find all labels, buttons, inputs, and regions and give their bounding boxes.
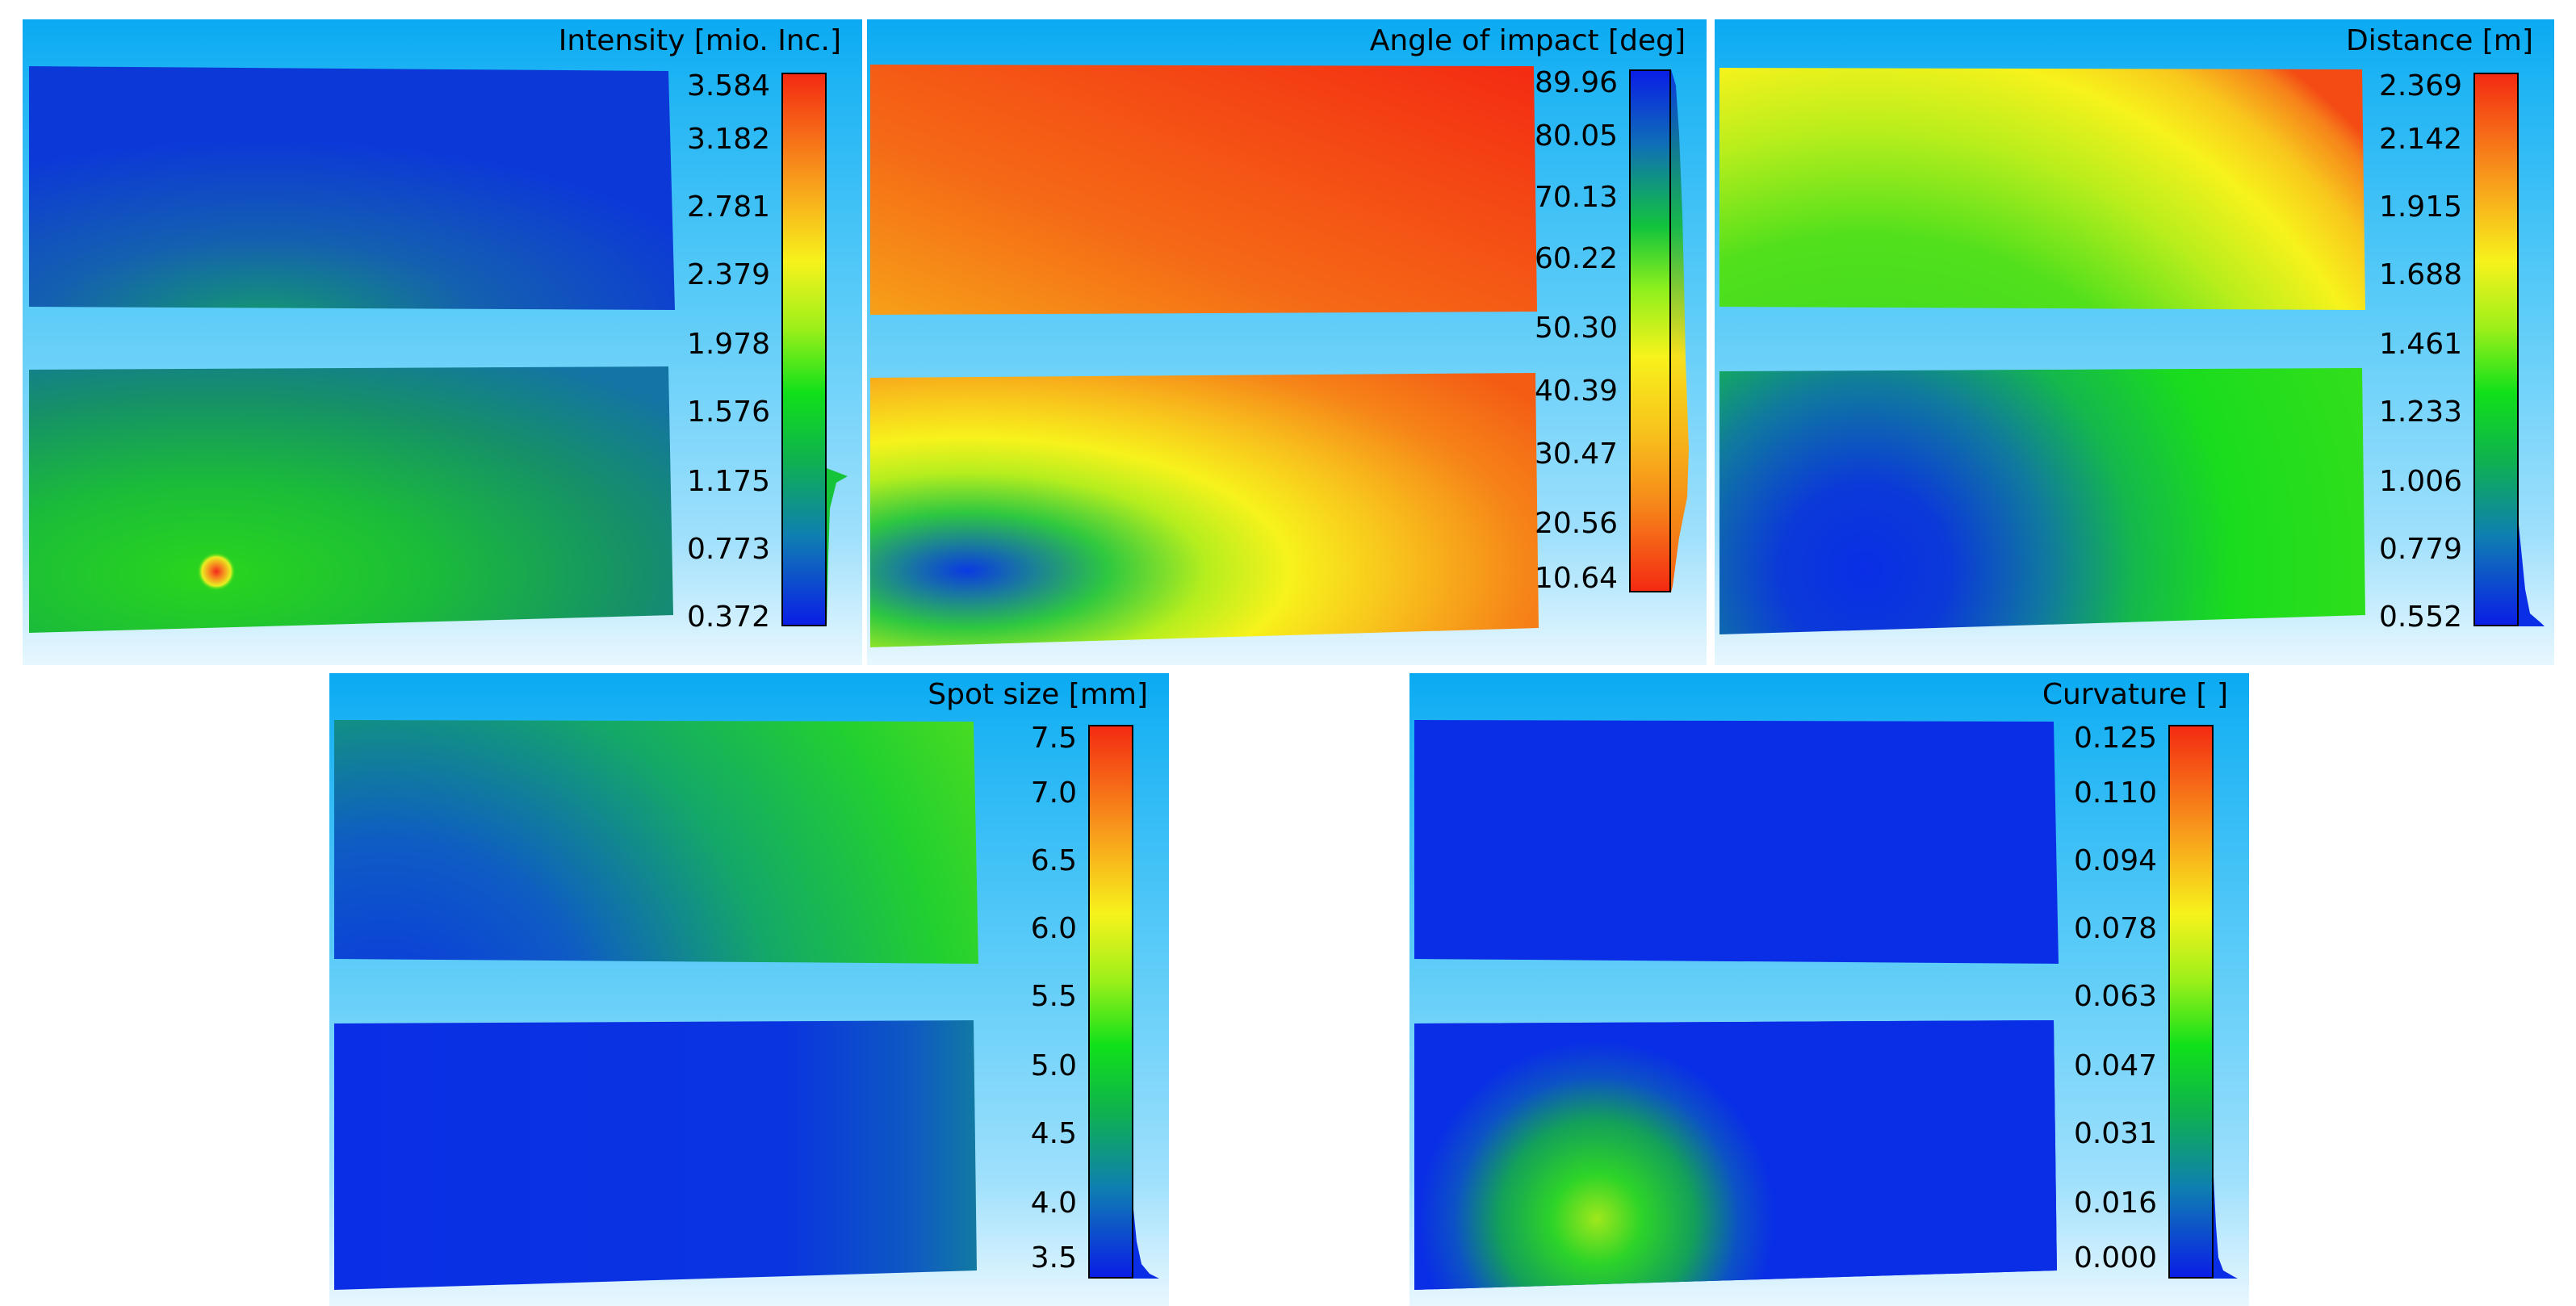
- curvature-title: Curvature [ ]: [2042, 678, 2228, 711]
- angle-title: Angle of impact [deg]: [1369, 24, 1686, 57]
- spot-size-tick-label: 6.5: [1030, 844, 1077, 877]
- distance-tick-label: 1.461: [2378, 328, 2462, 361]
- distance-tick-label: 0.552: [2378, 601, 2462, 634]
- intensity-upper-plate: [29, 66, 675, 310]
- intensity-panel: Intensity [mio. Inc.]: [23, 19, 862, 665]
- angle-tick-label: 89.96: [1534, 66, 1618, 99]
- curvature-tick-label: 0.031: [2073, 1117, 2157, 1150]
- distance-tick-label: 2.142: [2378, 123, 2462, 156]
- angle-tick-label: 40.39: [1534, 375, 1618, 408]
- distance-tick-label: 1.915: [2378, 190, 2462, 224]
- distance-upper-plate: [1719, 68, 2365, 310]
- angle-histogram: [1671, 69, 1689, 592]
- angle-upper-plate: [870, 65, 1537, 315]
- curvature-histogram: [2214, 1177, 2238, 1279]
- distance-title: Distance [m]: [2345, 24, 2533, 57]
- distance-tick-label: 0.779: [2378, 533, 2462, 566]
- curvature-tick-label: 0.125: [2073, 722, 2157, 755]
- angle-tick-label: 50.30: [1534, 312, 1618, 345]
- intensity-tick-label: 1.576: [686, 396, 770, 429]
- angle-tick-label: 60.22: [1534, 242, 1618, 275]
- curvature-tick-label: 0.016: [2073, 1187, 2157, 1220]
- intensity-tick-label: 0.773: [686, 533, 770, 566]
- curvature-colorbar: [2168, 725, 2214, 1279]
- curvature-tick-label: 0.094: [2073, 844, 2157, 877]
- intensity-tick-label: 3.584: [686, 69, 770, 103]
- spot-size-tick-label: 5.5: [1030, 980, 1077, 1013]
- spot-size-colorbar: [1088, 725, 1133, 1279]
- angle-lower-plate: [870, 373, 1539, 647]
- angle-tick-label: 80.05: [1534, 119, 1618, 153]
- intensity-tick-label: 2.781: [686, 190, 770, 224]
- curvature-upper-plate: [1414, 720, 2059, 964]
- angle-colorbar: [1629, 69, 1671, 592]
- curvature-lower-plate: [1414, 1020, 2057, 1290]
- spot-size-histogram: [1133, 1209, 1159, 1279]
- spot-size-tick-label: 4.0: [1030, 1187, 1077, 1220]
- distance-colorbar: [2473, 73, 2519, 626]
- intensity-tick-label: 1.978: [686, 328, 770, 361]
- intensity-tick-label: 1.175: [686, 465, 770, 498]
- intensity-colorbar: [781, 73, 827, 626]
- spot-size-panel: Spot size [mm] 7.5 7.0 6.5: [329, 673, 1169, 1306]
- angle-tick-label: 70.13: [1534, 181, 1618, 214]
- intensity-lower-plate: [29, 366, 673, 633]
- distance-tick-label: 1.688: [2378, 258, 2462, 291]
- curvature-panel: Curvature [ ] 0.125 0.110 0.094 0.078 0.…: [1409, 673, 2249, 1306]
- angle-tick-label: 10.64: [1534, 562, 1618, 595]
- distance-histogram: [2519, 525, 2545, 626]
- angle-panel: Angle of impact [deg]: [867, 19, 1707, 665]
- spot-size-tick-label: 6.0: [1030, 912, 1077, 945]
- intensity-tick-label: 3.182: [686, 123, 770, 156]
- spot-size-tick-label: 7.0: [1030, 776, 1077, 810]
- curvature-tick-label: 0.078: [2073, 912, 2157, 945]
- intensity-tick-label: 0.372: [686, 601, 770, 634]
- intensity-histogram: [827, 468, 848, 626]
- spot-size-tick-label: 3.5: [1030, 1241, 1077, 1275]
- intensity-title: Intensity [mio. Inc.]: [558, 24, 841, 57]
- distance-panel: Distance [m]: [1715, 19, 2554, 665]
- spot-size-tick-label: 7.5: [1030, 722, 1077, 755]
- spot-size-lower-plate: [334, 1020, 977, 1290]
- curvature-tick-label: 0.047: [2073, 1049, 2157, 1082]
- curvature-tick-label: 0.063: [2073, 980, 2157, 1013]
- curvature-tick-label: 0.110: [2073, 776, 2157, 810]
- distance-tick-label: 1.233: [2378, 396, 2462, 429]
- spot-size-upper-plate: [334, 720, 978, 964]
- distance-tick-label: 1.006: [2378, 465, 2462, 498]
- spot-size-tick-label: 4.5: [1030, 1117, 1077, 1150]
- angle-tick-label: 30.47: [1534, 437, 1618, 471]
- distance-tick-label: 2.369: [2378, 69, 2462, 103]
- intensity-tick-label: 2.379: [686, 258, 770, 291]
- spot-size-title: Spot size [mm]: [928, 678, 1148, 711]
- angle-tick-label: 20.56: [1534, 507, 1618, 540]
- curvature-tick-label: 0.000: [2073, 1241, 2157, 1275]
- distance-lower-plate: [1719, 368, 2365, 634]
- spot-size-tick-label: 5.0: [1030, 1049, 1077, 1082]
